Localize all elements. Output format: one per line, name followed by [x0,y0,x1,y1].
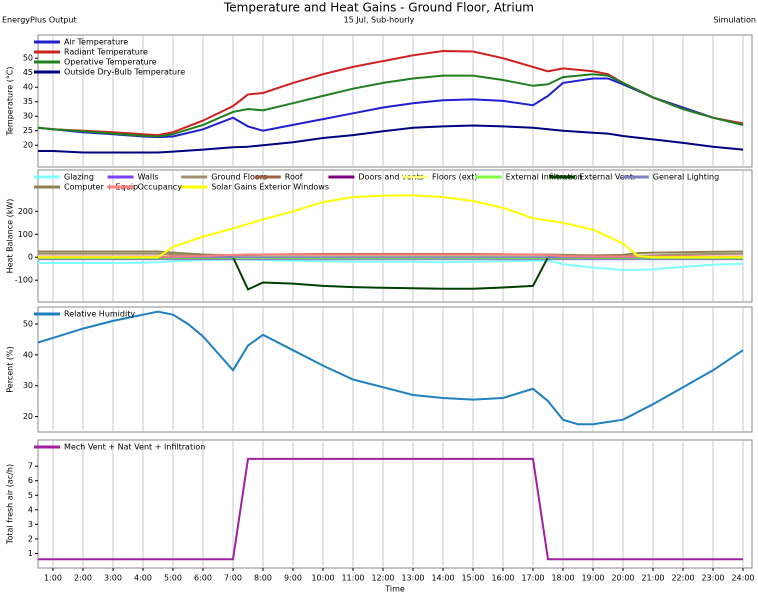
legend-label: Roof [285,173,303,182]
y-tick-label: 1 [28,549,33,558]
x-tick-label: 11:00 [341,574,364,583]
y-tick-label: 45 [23,68,33,77]
y-tick-label: 0 [28,253,33,262]
x-tick-label: 18:00 [551,574,574,583]
plot-area [37,306,753,433]
y-tick-label: 30 [23,112,33,121]
x-tick-label: 23:00 [701,574,724,583]
y-tick-label: 4 [28,505,33,514]
y-tick-label: 3 [28,520,33,529]
legend-label: Doors and vents [358,173,424,182]
legend-label: Glazing [64,173,94,182]
x-tick-label: 7:00 [224,574,242,583]
y-axis-label: Percent (%) [6,346,15,393]
legend-label: General Lighting [653,173,719,182]
x-tick-label: 4:00 [134,574,152,583]
y-tick-label: 200 [18,207,33,216]
series-line [38,258,744,271]
y-tick-label: 2 [28,534,33,543]
x-tick-label: 21:00 [641,574,664,583]
y-axis-label: Total fresh air (ac/h) [6,464,15,545]
plot-area [37,439,753,569]
y-tick-label: 50 [23,319,33,328]
y-tick-label: 20 [23,412,33,421]
header-right: Simulation [713,16,756,25]
legend-label: External Vent. [579,173,635,182]
series-line [38,124,744,154]
y-tick-label: 35 [23,97,33,106]
y-tick-label: 40 [23,350,33,359]
x-tick-label: 14:00 [431,574,454,583]
legend-label: Floors (ext) [432,173,478,182]
header-left: EnergyPlus Output [2,16,77,25]
x-tick-label: 16:00 [491,574,514,583]
legend-label: Radiant Temperature [64,48,148,57]
x-tick-label: 6:00 [194,574,212,583]
chart-title: Temperature and Heat Gains - Ground Floo… [223,1,534,15]
y-tick-label: 20 [23,141,33,150]
legend-label: Solar Gains Exterior Windows [211,183,329,192]
legend-label: Computer + Equip [64,183,138,192]
legend-label: Occupancy [138,183,183,192]
y-tick-label: -100 [15,276,33,285]
x-axis-label: Time [384,585,405,594]
x-tick-label: 22:00 [671,574,694,583]
x-tick-label: 5:00 [164,574,182,583]
y-tick-label: 5 [28,491,33,500]
x-tick-label: 2:00 [74,574,92,583]
x-tick-label: 19:00 [581,574,604,583]
legend-label: Relative Humidity [64,310,135,319]
x-tick-label: 12:00 [371,574,394,583]
x-tick-label: 10:00 [311,574,334,583]
header-center: 15 Jul, Sub-hourly [344,16,415,25]
plot-area [37,34,753,168]
y-tick-label: 30 [23,381,33,390]
legend-label: Operative Temperature [64,58,157,67]
legend-label: Air Temperature [64,38,128,47]
legend-label: Walls [138,173,159,182]
x-tick-label: 15:00 [461,574,484,583]
y-axis-label: Temperature (°C) [6,66,15,136]
legend-label: Mech Vent + Nat Vent + Infiltration [64,443,205,452]
x-tick-label: 20:00 [611,574,634,583]
x-tick-label: 9:00 [284,574,302,583]
plot-area [37,169,753,303]
x-tick-label: 13:00 [401,574,424,583]
legend-label: Outside Dry-Bulb Temperature [64,68,185,77]
y-tick-label: 100 [18,230,33,239]
series-line [37,73,744,138]
series-line [37,310,744,426]
x-tick-label: 8:00 [254,574,272,583]
legend-label: External Infiltration [506,173,583,182]
y-tick-label: 25 [23,126,33,135]
x-tick-label: 17:00 [521,574,544,583]
series-line [38,457,743,561]
y-tick-label: 50 [23,54,33,63]
y-tick-label: 40 [23,83,33,92]
legend-label: Ground Floors [211,173,267,182]
series-line [38,194,743,259]
x-tick-label: 3:00 [104,574,122,583]
y-tick-label: 7 [28,462,33,471]
x-tick-label: 24:00 [731,574,754,583]
y-axis-label: Heat Balance (kW) [6,199,15,274]
y-tick-label: 6 [28,476,33,485]
x-tick-label: 1:00 [44,574,62,583]
